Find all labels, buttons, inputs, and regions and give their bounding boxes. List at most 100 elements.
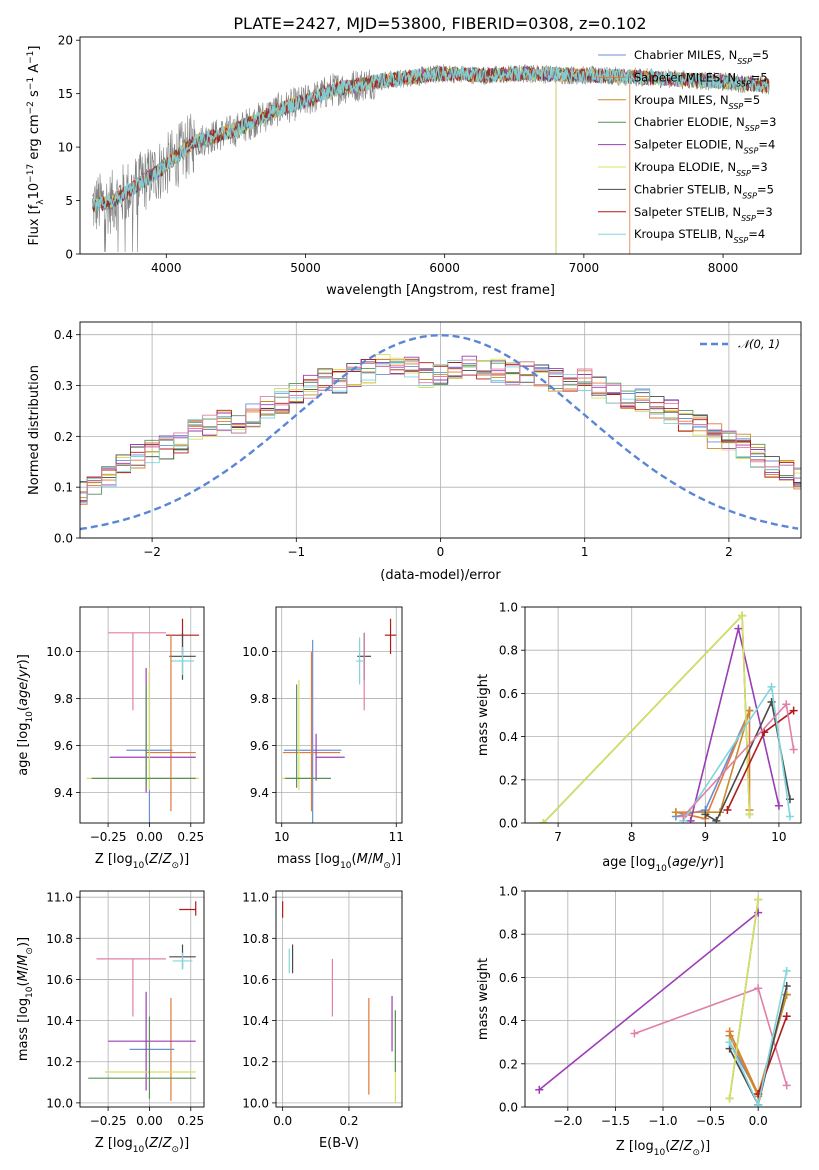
y-tick-label: 10.6: [242, 973, 269, 987]
error-bar-point: [284, 639, 342, 823]
spectrum-panel: 4000 5000 6000 7000 8000 0 5 10 15 20 Chabrier MIL…: [26, 34, 802, 298]
legend-entry: 𝒩(0, 1): [738, 337, 780, 351]
x-axis-label: E(B-V): [319, 1136, 359, 1151]
mass-weight-marker: [539, 819, 548, 823]
x-tick-label: 0.0: [749, 1114, 768, 1128]
histogram-step-line: [80, 359, 801, 494]
y-tick-label: 20: [58, 34, 73, 48]
y-tick-label: 0.0: [499, 1101, 518, 1115]
error-bar-point: [170, 646, 195, 676]
axes-frame: [79, 321, 802, 539]
mass-weight-line: [675, 710, 751, 813]
y-tick-label: 5: [65, 194, 73, 208]
mass-weight-marker: [754, 895, 763, 904]
x-tick-label: 8000: [708, 261, 739, 275]
y-tick-label: 0.6: [499, 971, 518, 985]
mass-weight-marker: [782, 1012, 791, 1021]
x-tick-label: −1.5: [601, 1114, 630, 1128]
error-bar-point: [91, 684, 196, 788]
x-tick-label: 0.25: [177, 1114, 204, 1128]
y-tick-label: 10.0: [46, 645, 73, 659]
x-tick-label: 10: [771, 830, 786, 844]
y-tick-label: 0.2: [54, 430, 73, 444]
legend-entry: Chabrier ELODIE, NSSP=3: [634, 115, 776, 133]
legend-entry: Kroupa STELIB, NSSP=4: [634, 227, 765, 245]
mass-weight-marker: [789, 745, 798, 754]
error-bar-point: [108, 991, 196, 1091]
mass-vs-ebv-panel: 0.0 0.2 10.0 10.2 10.4 10.6 10.8 11.0 E(B-V): [242, 890, 403, 1151]
mass-weight-marker: [679, 812, 688, 821]
y-tick-label: 10.2: [242, 1055, 269, 1069]
y-axis-label: Flux [fλ10−17 erg cm−2 s−1 A−1]: [26, 46, 46, 246]
error-bar-point: [315, 733, 345, 781]
x-tick-label: −0.5: [696, 1114, 725, 1128]
y-tick-label: 10.0: [46, 1096, 73, 1110]
mass-weight-marker: [774, 801, 783, 810]
y-tick-label: 0: [65, 248, 73, 262]
legend-entry: Chabrier MILES, NSSP=5: [634, 48, 769, 66]
mass-weight-marker: [782, 966, 791, 975]
mass-weight-line: [689, 628, 780, 821]
mass-weight-marker: [754, 984, 763, 993]
y-tick-label: 10.8: [242, 932, 269, 946]
y-tick-label: 9.4: [54, 786, 73, 800]
y-tick-label: 0.0: [499, 817, 518, 831]
axes-frame: [524, 890, 802, 1108]
mass-weight-marker: [754, 1100, 763, 1107]
y-tick-label: 0.3: [54, 379, 73, 393]
axes-frame: [275, 890, 403, 1108]
mass-vs-metallicity-panel: −0.25 0.00 0.25 10.0 10.2 10.4 10.6 10.8 11.0 Z […: [16, 890, 205, 1155]
axes-frame: [79, 606, 205, 824]
x-tick-label: 0.25: [177, 830, 204, 844]
mass-weight-marker: [754, 908, 763, 917]
y-tick-label: 0.8: [499, 644, 518, 658]
y-tick-label: 0.4: [54, 328, 73, 342]
age-vs-metallicity-panel: −0.25 0.00 0.25 9.4 9.6 9.8 10.0 Z [log10(Z/Z⊙)…: [16, 606, 205, 871]
error-bar-point: [96, 958, 166, 1017]
histogram-step-line: [80, 355, 801, 503]
y-tick-label: 10.4: [46, 1014, 73, 1028]
legend-entry: Chabrier STELIB, NSSP=5: [634, 182, 774, 200]
legend-entry: Salpeter STELIB, NSSP=3: [634, 205, 773, 223]
mass-weight-vs-age-panel: 7 8 9 10 0.0 0.2 0.4 0.6 0.8 1.0 age [log10(age/yr…: [476, 601, 802, 874]
y-tick-label: 0.2: [499, 773, 518, 787]
x-tick-label: 0: [437, 545, 445, 559]
mass-weight-marker: [734, 624, 743, 633]
x-tick-label: 4000: [151, 261, 182, 275]
x-tick-label: 1: [581, 545, 589, 559]
mass-weight-line: [542, 613, 751, 823]
age-vs-mass-panel: 10 11 9.4 9.6 9.8 10.0 mass [log10(M/M⊙)]: [242, 606, 404, 871]
x-tick-label: 7000: [569, 261, 600, 275]
y-tick-label: 1.0: [499, 885, 518, 899]
x-tick-label: 6000: [429, 261, 460, 275]
y-tick-label: 15: [58, 87, 73, 101]
x-axis-label: (data-model)/error: [380, 568, 501, 583]
y-tick-label: 0.2: [499, 1057, 518, 1071]
mass-weight-vs-metallicity-panel: −2.0 −1.5 −1.0 −0.5 0.0 0.0 0.2 0.4 0.6 0.8 1.0 Z […: [476, 885, 802, 1158]
y-tick-label: 11.0: [46, 891, 73, 905]
mass-weight-marker: [723, 806, 732, 815]
y-tick-label: 0.8: [499, 928, 518, 942]
error-bar-point: [282, 651, 341, 812]
mass-weight-marker: [701, 810, 710, 819]
y-axis-label: mass [log10(M/M⊙)]: [16, 937, 35, 1061]
model-spectrum-line: [92, 65, 770, 213]
x-tick-label: 11: [389, 830, 404, 844]
y-axis-label: age [log10(age/yr)]: [16, 654, 35, 776]
mass-weight-marker: [535, 1085, 544, 1094]
legend-entry: Kroupa MILES, NSSP=5: [634, 93, 760, 111]
axes-frame: [79, 890, 205, 1108]
x-axis-label: Z [log10(Z/Z⊙)]: [616, 1139, 710, 1158]
x-tick-label: 10: [274, 830, 289, 844]
x-tick-label: −0.25: [90, 830, 127, 844]
histogram-step-line: [80, 360, 801, 484]
y-tick-label: 1.0: [499, 601, 518, 615]
y-axis-label: mass weight: [476, 674, 491, 756]
figure-title: PLATE=2427, MJD=53800, FIBERID=0308, z=0…: [233, 14, 646, 33]
mass-weight-marker: [725, 1038, 734, 1047]
y-tick-label: 10.2: [46, 1055, 73, 1069]
x-axis-label: mass [log10(M/M⊙)]: [277, 852, 401, 871]
y-tick-label: 0.0: [54, 532, 73, 546]
error-bar-point: [285, 684, 331, 788]
